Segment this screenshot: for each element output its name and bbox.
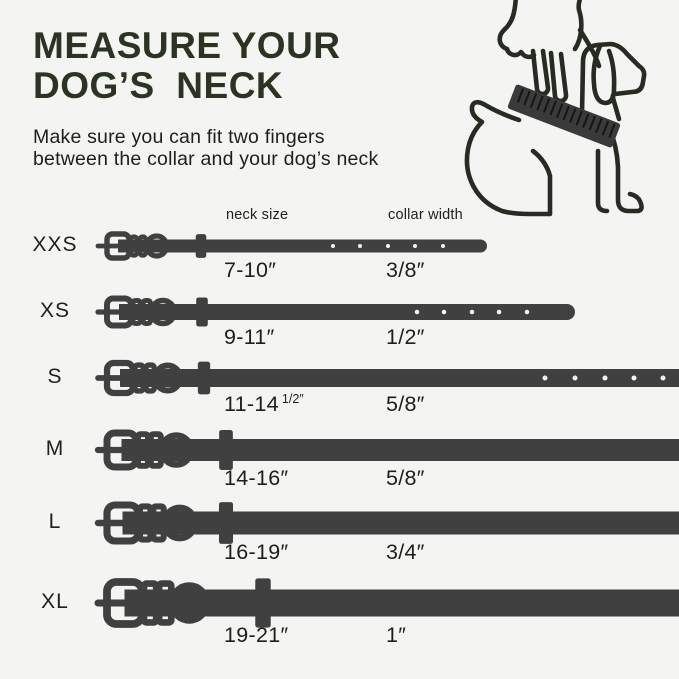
size-label-m: M bbox=[45, 437, 65, 460]
neck-size-value-xl: 19-21″ bbox=[224, 623, 289, 647]
neck-size-value-l: 16-19″ bbox=[224, 540, 289, 564]
collar-hole bbox=[386, 244, 390, 248]
collar-hole bbox=[413, 244, 417, 248]
size-label-xs: XS bbox=[39, 299, 70, 322]
collar-hole bbox=[358, 244, 362, 248]
title-line-1: MEASURE YOUR bbox=[33, 25, 341, 66]
collar-graphic-s bbox=[95, 359, 679, 397]
size-label-xl: XL bbox=[41, 590, 69, 613]
collar-graphic-l bbox=[94, 501, 679, 545]
collar-width-value-m: 5/8″ bbox=[386, 466, 425, 490]
dog-collar-measuring-hand-icon bbox=[464, 0, 647, 217]
collar-width-value-l: 3/4″ bbox=[386, 540, 425, 564]
hand-two-fingers-icon bbox=[497, 0, 602, 104]
collar-hole bbox=[572, 375, 578, 381]
subtitle-line-1: Make sure you can fit two fingers bbox=[33, 126, 325, 148]
neck-size-value-m: 14-16″ bbox=[224, 466, 289, 490]
page-title: MEASURE YOUR DOG’S NECK bbox=[33, 26, 341, 106]
collar-hole bbox=[631, 375, 637, 381]
collar-hole bbox=[331, 244, 335, 248]
size-label-l: L bbox=[48, 510, 62, 533]
collar-hole bbox=[524, 309, 530, 315]
size-label-s: S bbox=[47, 365, 63, 388]
collar-width-value-xs: 1/2″ bbox=[386, 325, 425, 349]
collar-hole bbox=[660, 375, 666, 381]
dog-body-outline bbox=[464, 99, 644, 217]
measuring-tape-band bbox=[507, 84, 621, 148]
size-label-xxs: XXS bbox=[32, 233, 78, 256]
collar-graphic-m bbox=[94, 429, 679, 471]
column-header-neck-size: neck size bbox=[226, 207, 289, 223]
dog-head-outline bbox=[579, 41, 647, 122]
collar-hole bbox=[602, 375, 608, 381]
collar-hole bbox=[414, 309, 420, 315]
collar-graphic-xl bbox=[94, 578, 679, 628]
subtitle-line-2: between the collar and your dog’s neck bbox=[33, 148, 379, 170]
collar-width-value-s: 5/8″ bbox=[386, 392, 425, 416]
subtitle: Make sure you can fit two fingers between… bbox=[33, 126, 378, 170]
collar-graphic-xs bbox=[95, 295, 575, 329]
collar-hole bbox=[441, 309, 447, 315]
collar-width-value-xl: 1″ bbox=[386, 623, 407, 647]
neck-size-value-xxs: 7-10″ bbox=[224, 258, 277, 282]
collar-graphic-xxs bbox=[95, 231, 488, 261]
collar-width-value-xxs: 3/8″ bbox=[386, 258, 425, 282]
title-line-2: DOG’S NECK bbox=[33, 65, 284, 106]
collar-hole bbox=[496, 309, 502, 315]
collar-hole bbox=[469, 309, 475, 315]
collar-hole bbox=[542, 375, 548, 381]
neck-size-value-xs: 9-11″ bbox=[224, 325, 275, 349]
neck-size-value-s: 11-14 1/2″ bbox=[224, 392, 304, 416]
column-header-collar-width: collar width bbox=[388, 207, 463, 223]
collar-hole bbox=[441, 244, 445, 248]
